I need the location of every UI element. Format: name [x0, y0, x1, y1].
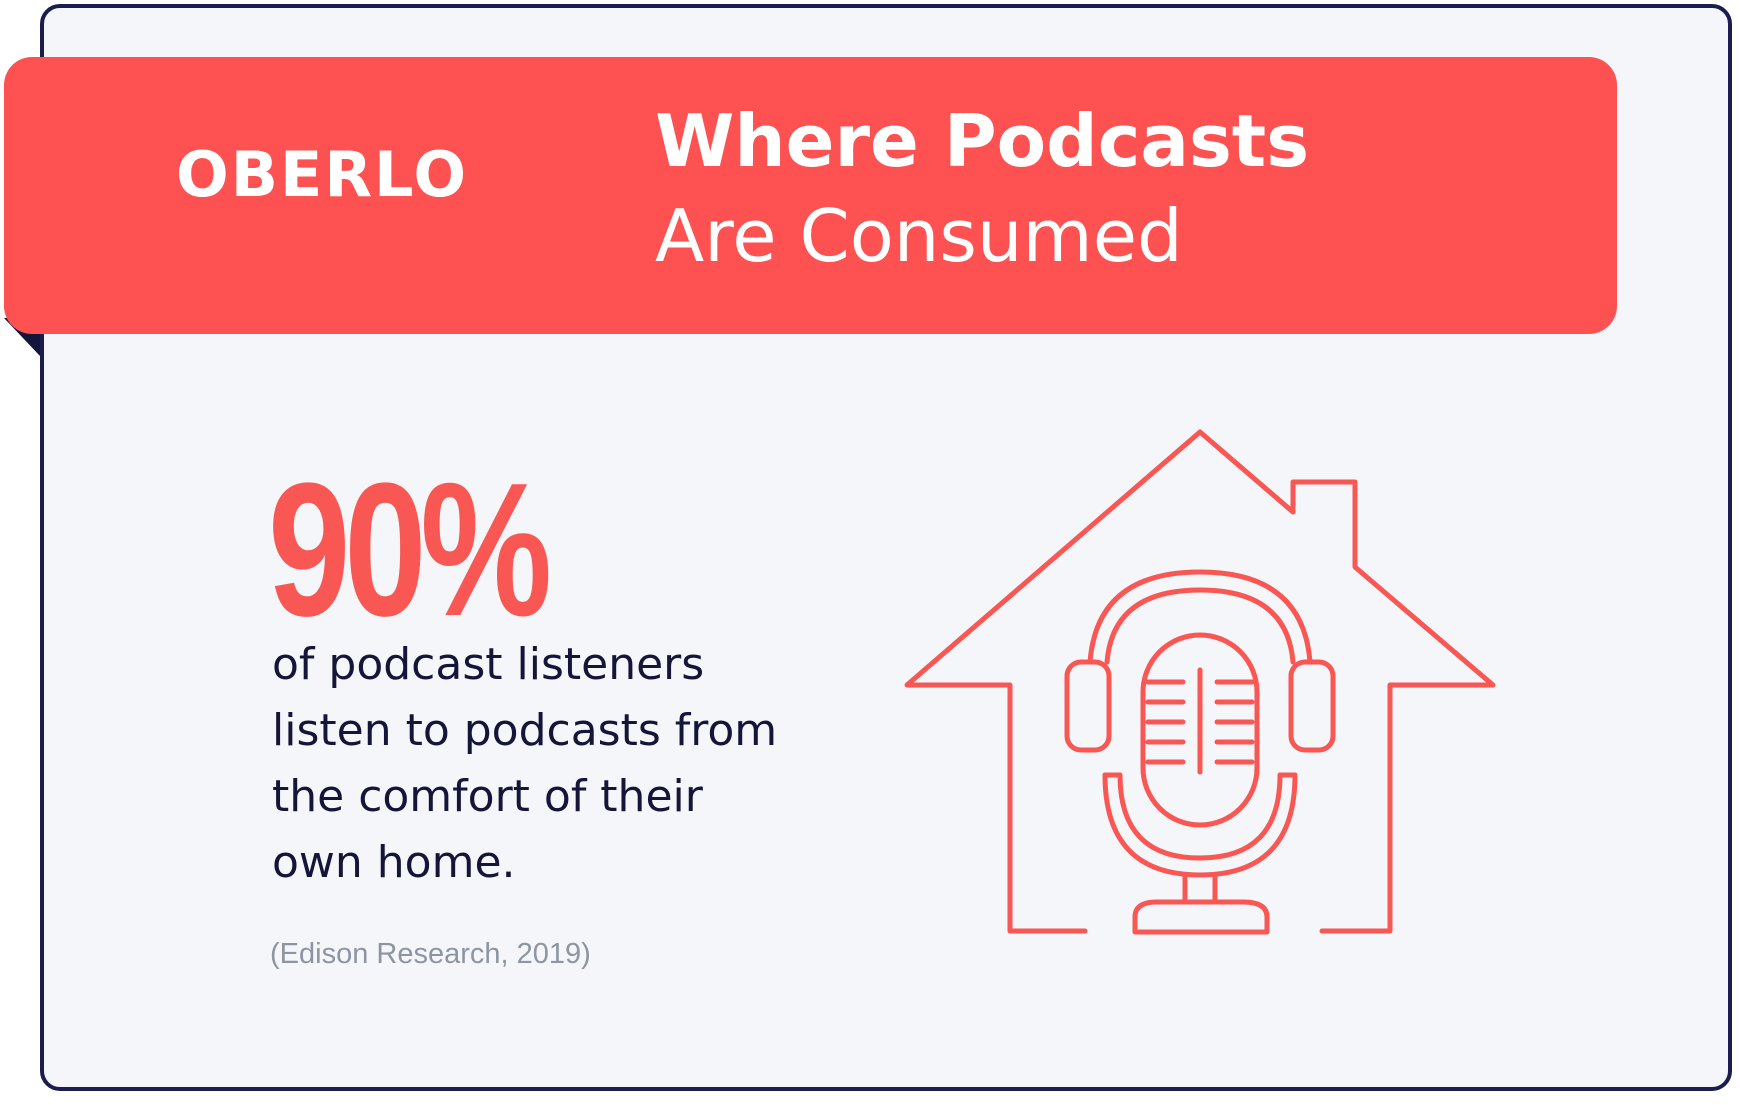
source-citation: (Edison Research, 2019) [270, 938, 591, 970]
house-with-microphone-and-headphones-icon [895, 420, 1515, 945]
stat-description: of podcast listeners listen to podcasts … [272, 632, 832, 896]
title-line-2: Are Consumed [655, 194, 1183, 278]
title-line-1: Where Podcasts [655, 99, 1310, 183]
stat-description-line: the comfort of their [272, 771, 703, 822]
stat-description-line: listen to podcasts from [272, 705, 778, 756]
stat-value: 90% [268, 444, 552, 656]
brand-logo: OBERLO [176, 138, 469, 211]
stat-description-line: own home. [272, 837, 516, 888]
stat-description-line: of podcast listeners [272, 639, 705, 690]
header-banner [4, 57, 1617, 334]
